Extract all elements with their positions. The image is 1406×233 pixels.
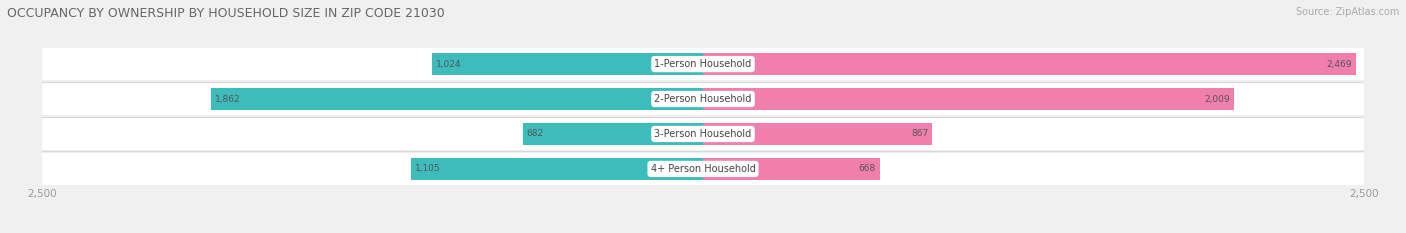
Text: 2,469: 2,469 (1326, 60, 1351, 69)
Bar (211, 88, 703, 110)
Bar (523, 123, 703, 145)
Text: 1,105: 1,105 (415, 164, 440, 173)
Text: 1,024: 1,024 (436, 60, 461, 69)
Bar (411, 158, 703, 180)
Text: Source: ZipAtlas.com: Source: ZipAtlas.com (1295, 7, 1399, 17)
Bar (432, 53, 703, 75)
Bar (703, 158, 880, 180)
Text: OCCUPANCY BY OWNERSHIP BY HOUSEHOLD SIZE IN ZIP CODE 21030: OCCUPANCY BY OWNERSHIP BY HOUSEHOLD SIZE… (7, 7, 444, 20)
Bar (703, 123, 932, 145)
Text: 682: 682 (527, 130, 544, 138)
Text: 668: 668 (858, 164, 876, 173)
Text: 867: 867 (911, 130, 928, 138)
Text: 3-Person Household: 3-Person Household (654, 129, 752, 139)
Bar (703, 53, 1355, 75)
Bar (42, 83, 1364, 115)
Bar (42, 153, 1364, 185)
Text: 2-Person Household: 2-Person Household (654, 94, 752, 104)
Text: 4+ Person Household: 4+ Person Household (651, 164, 755, 174)
Bar (42, 48, 1364, 80)
Text: 1-Person Household: 1-Person Household (654, 59, 752, 69)
Bar (703, 88, 1234, 110)
Text: 1,862: 1,862 (215, 95, 240, 103)
Bar (42, 118, 1364, 150)
Text: 2,009: 2,009 (1205, 95, 1230, 103)
